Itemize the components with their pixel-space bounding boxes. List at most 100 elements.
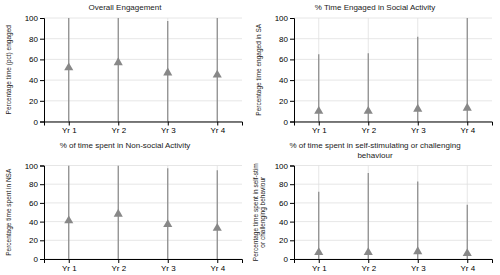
- grid-line-y: [294, 100, 492, 101]
- mean-marker: [213, 223, 222, 231]
- y-tick-label: 80: [29, 35, 38, 44]
- grid-line-y: [294, 221, 492, 222]
- y-tick-label: 60: [279, 199, 288, 208]
- title-line: % Time Engaged in Social Activity: [315, 3, 436, 12]
- x-tick-mark: [168, 122, 169, 126]
- y-tick-mark: [40, 184, 44, 185]
- y-tick: 100: [25, 14, 44, 23]
- y-tick: 20: [279, 236, 294, 245]
- y-tick-label: 20: [279, 236, 288, 245]
- y-tick-mark: [40, 222, 44, 223]
- x-tick-mark: [118, 122, 119, 126]
- chart-title: Overall Engagement: [89, 3, 163, 12]
- y-axis: 020406080100: [275, 14, 295, 127]
- mean-marker: [463, 248, 472, 256]
- plot-area: Yr 1Yr 2Yr 3Yr 4020406080100: [25, 162, 243, 273]
- x-tick-label: Yr 3: [161, 264, 176, 273]
- mean-marker: [364, 106, 373, 114]
- y-axis-line: [290, 166, 295, 260]
- x-tick-label: Yr 2: [111, 264, 126, 273]
- y-tick-label: 100: [25, 14, 39, 23]
- y-tick-label: 100: [275, 14, 289, 23]
- y-axis-line: [290, 19, 295, 123]
- mean-marker: [114, 209, 123, 217]
- x-tick: Yr 4: [460, 122, 475, 136]
- y-tick: 100: [275, 162, 294, 171]
- y-tick-label: 40: [29, 218, 38, 227]
- mean-marker: [64, 62, 73, 70]
- y-tick-mark: [40, 259, 44, 260]
- y-tick-mark: [290, 39, 294, 40]
- y-tick-label: 20: [279, 97, 288, 106]
- x-axis: Yr 1Yr 2Yr 3Yr 4: [295, 259, 493, 273]
- x-tick-label: Yr 2: [361, 264, 376, 273]
- y-tick: 100: [275, 14, 294, 23]
- x-tick-mark: [217, 122, 218, 126]
- grid-line-y: [44, 202, 242, 203]
- grid-line-x: [368, 166, 369, 260]
- grid-line-y: [294, 202, 492, 203]
- x-tick: Yr 1: [62, 122, 77, 136]
- grid-line-y: [294, 38, 492, 39]
- y-tick-mark: [40, 59, 44, 60]
- y-tick: 80: [29, 180, 44, 189]
- y-tick: 80: [29, 35, 44, 44]
- y-axis-title-line: or challenging behaviour: [259, 176, 267, 248]
- title-line: behaviour: [357, 151, 392, 160]
- x-axis: Yr 1 Yr 2 Yr 3 Yr 4: [45, 259, 243, 273]
- grid-line-y: [44, 184, 242, 185]
- plot-area: Yr 1Yr 2Yr 3Yr 4020406080100: [25, 14, 243, 135]
- marks: [314, 18, 472, 122]
- x-tick: Yr 3: [411, 259, 426, 273]
- x-tick-label: Yr 3: [411, 264, 426, 273]
- grid-line-y: [294, 184, 492, 185]
- x-axis-line: [295, 122, 493, 126]
- x-tick-label: Yr 4: [210, 126, 225, 135]
- grid-line-y: [294, 18, 492, 19]
- y-tick-mark: [290, 222, 294, 223]
- grid: [294, 18, 492, 122]
- x-tick-label: Yr 4: [460, 264, 475, 273]
- x-axis-line: [45, 260, 243, 264]
- grid-line-x: [68, 166, 69, 260]
- mean-marker: [163, 68, 172, 76]
- x-tick-label: Yr 4: [460, 126, 475, 135]
- x-tick: Yr 4: [210, 259, 225, 273]
- x-tick: Yr 3: [411, 122, 426, 136]
- x-tick: Yr 2: [361, 122, 376, 136]
- x-tick-mark: [467, 122, 468, 126]
- y-axis: 020406080100: [275, 162, 295, 265]
- y-tick: 60: [279, 199, 294, 208]
- grid-line-y: [294, 59, 492, 60]
- x-tick-label: Yr 1: [62, 264, 77, 273]
- title-line: % of time spent in Non-social Activity: [60, 141, 191, 150]
- y-axis-title: Percentage time (pct) engaged: [5, 25, 13, 115]
- y-tick-mark: [40, 39, 44, 40]
- plot-area: Yr 1Yr 2Yr 3Yr 4020406080100: [275, 162, 493, 273]
- y-tick-mark: [40, 240, 44, 241]
- y-axis-title: Percentage time spent in self-stimor cha…: [252, 163, 267, 261]
- y-tick-mark: [40, 122, 44, 123]
- y-tick-mark: [290, 166, 294, 167]
- title-line: Overall Engagement: [89, 3, 163, 12]
- y-tick-mark: [290, 18, 294, 19]
- x-tick-mark: [319, 122, 320, 126]
- grid-line-y: [44, 240, 242, 241]
- mean-marker: [114, 57, 123, 65]
- grid-line-y: [44, 59, 242, 60]
- mean-marker: [314, 247, 323, 255]
- x-tick-mark: [418, 122, 419, 126]
- subplot: % of time spent in Non-social Activity Yr…: [5, 141, 242, 273]
- y-tick: 20: [279, 97, 294, 106]
- y-tick-label: 40: [279, 76, 288, 85]
- y-tick-mark: [290, 203, 294, 204]
- x-tick-label: Yr 3: [161, 126, 176, 135]
- grid-line-x: [318, 166, 319, 260]
- x-tick-mark: [217, 259, 218, 263]
- x-tick-label: Yr 4: [210, 264, 225, 273]
- grid-line-y: [44, 221, 242, 222]
- y-tick: 0: [284, 255, 294, 264]
- y-tick: 0: [284, 118, 294, 127]
- x-axis-line: [45, 122, 243, 126]
- x-tick: Yr 1: [62, 259, 77, 273]
